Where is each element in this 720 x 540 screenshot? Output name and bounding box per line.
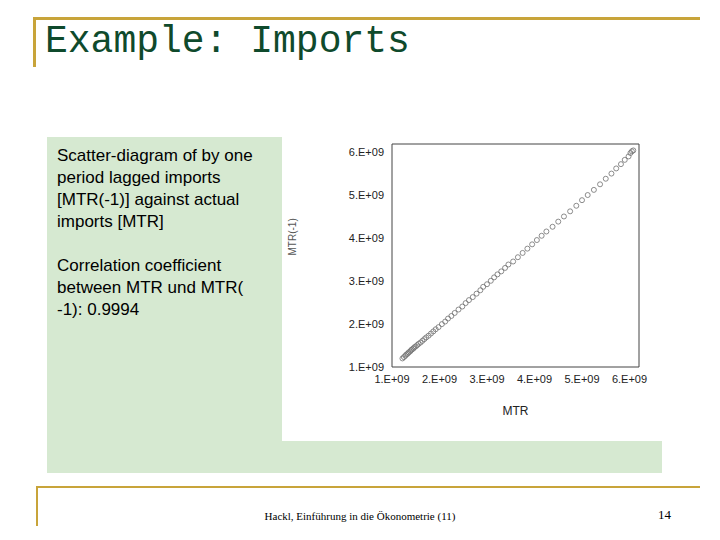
html-text:Hackl, Einführung in die Ökono: Hackl, Einführung in die Ökonometrie (11… [264, 510, 456, 522]
svg-text:3.E+09: 3.E+09 [349, 275, 384, 287]
html-text:14: 14 [658, 507, 671, 522]
svg-text:6.E+09: 6.E+09 [349, 146, 384, 158]
svg-text:4.E+09: 4.E+09 [517, 373, 552, 385]
svg-text:4.E+09: 4.E+09 [349, 232, 384, 244]
svg-text:2.E+09: 2.E+09 [349, 318, 384, 330]
svg-text:5.E+09: 5.E+09 [349, 189, 384, 201]
svg-text:1.E+09: 1.E+09 [349, 361, 384, 373]
html-text:Correlation coefficient betwee: Correlation coefficient between MTR und … [57, 256, 244, 319]
html-text:Example: Imports: Example: Imports [45, 20, 410, 63]
svg-text:3.E+09: 3.E+09 [469, 373, 504, 385]
svg-text:2.E+09: 2.E+09 [422, 373, 457, 385]
svg-text:MTR: MTR [503, 404, 529, 418]
svg-text:6.E+09: 6.E+09 [612, 373, 647, 385]
svg-text:1.E+09: 1.E+09 [374, 373, 409, 385]
html-text:Scatter-diagram of by one peri: Scatter-diagram of by one period lagged … [57, 146, 253, 231]
svg-text:5.E+09: 5.E+09 [564, 373, 599, 385]
svg-text:MTR(-1): MTR(-1) [287, 218, 298, 255]
